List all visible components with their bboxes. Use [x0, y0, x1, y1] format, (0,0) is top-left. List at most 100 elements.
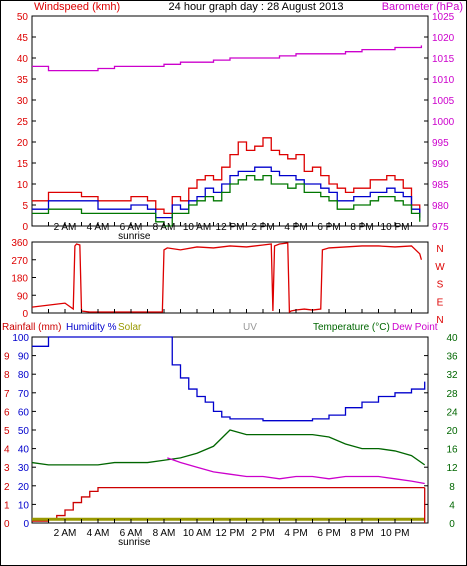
time-label: 12 PM	[216, 222, 245, 233]
wind-tick-label: 15	[17, 159, 29, 170]
time-label: 8 AM	[153, 222, 176, 233]
legend-5: Dew Point	[392, 322, 438, 333]
time-label: 4 PM	[284, 222, 307, 233]
wind-panel-border	[31, 15, 429, 227]
wind-tick-label: 5	[22, 201, 28, 212]
rain-tick-label: 3	[4, 463, 10, 474]
time-label: 2 AM	[54, 222, 77, 233]
temp-tick-label: 4	[449, 500, 455, 511]
humidity-tick-label: 60	[18, 407, 30, 418]
humidity-tick-label: 40	[18, 445, 30, 456]
time-label: 8 PM	[350, 528, 373, 539]
humidity-tick-label: 70	[18, 389, 30, 400]
wind-tick-label: 45	[17, 33, 29, 44]
avg_wind-series	[32, 166, 421, 219]
compass-label: S	[437, 280, 444, 291]
time-label: 6 AM	[120, 528, 143, 539]
wind-tick-label: 25	[17, 117, 29, 128]
direction-tick-label: 360	[11, 238, 28, 249]
temp-tick-label: 28	[446, 389, 458, 400]
wind-tick-label: 0	[22, 222, 28, 233]
barometer-tick-label: 1000	[432, 117, 455, 128]
direction-tick-label: 0	[22, 309, 28, 320]
legend-4: Temperature (°C)	[313, 322, 390, 333]
barometer-tick-label: 975	[432, 222, 449, 233]
sunrise-label: sunrise	[118, 537, 151, 548]
time-label: 6 PM	[317, 222, 340, 233]
barometer-tick-label: 1010	[432, 75, 455, 86]
rain-tick-label: 7	[4, 389, 10, 400]
barometer-tick-label: 1015	[432, 54, 455, 65]
gust-series	[32, 174, 421, 227]
time-label: 4 PM	[284, 528, 307, 539]
time-label: 8 AM	[153, 528, 176, 539]
rain-tick-label: 2	[4, 482, 10, 493]
legend-0: Rainfall (mm)	[2, 322, 61, 333]
time-label: 6 AM	[120, 222, 143, 233]
humidity-tick-label: 30	[18, 463, 30, 474]
time-label: 2 PM	[251, 222, 274, 233]
rainfall-series	[32, 487, 425, 522]
time-label: 10 AM	[183, 528, 211, 539]
legend-1: Humidity %	[66, 322, 117, 333]
wind-tick-label: 20	[17, 138, 29, 149]
sunrise-label: sunrise	[118, 231, 151, 242]
legend-2: Solar	[118, 322, 142, 333]
humidity-series	[32, 336, 426, 422]
rain-tick-label: 0	[4, 519, 10, 530]
time-label: 4 AM	[87, 528, 110, 539]
temp-tick-label: 20	[446, 426, 458, 437]
humidity-tick-label: 80	[18, 370, 30, 381]
direction-series	[31, 242, 423, 314]
rain-tick-label: 1	[4, 500, 10, 511]
humidity-tick-label: 20	[18, 482, 30, 493]
humidity-tick-label: 0	[23, 519, 29, 530]
compass-label: E	[437, 297, 444, 308]
wind-tick-label: 30	[17, 96, 29, 107]
barometer-tick-label: 985	[432, 180, 449, 191]
temp-tick-label: 40	[446, 333, 458, 344]
temp-tick-label: 12	[446, 463, 458, 474]
humidity-tick-label: 50	[18, 426, 30, 437]
time-label: 4 AM	[87, 222, 110, 233]
temp-tick-label: 0	[449, 519, 455, 530]
barometer-tick-label: 990	[432, 159, 449, 170]
temp-tick-label: 24	[446, 407, 458, 418]
wind-tick-label: 10	[17, 180, 29, 191]
rain-tick-label: 5	[4, 426, 10, 437]
direction-tick-label: 90	[17, 291, 29, 302]
barometer-series	[32, 45, 423, 72]
barometer-tick-label: 995	[432, 138, 449, 149]
wind-axis-label: Windspeed (kmh)	[34, 1, 120, 13]
temp-tick-label: 32	[446, 370, 458, 381]
direction-panel-border	[31, 241, 429, 314]
rain-tick-label: 9	[4, 352, 10, 363]
legend-3: UV	[243, 322, 257, 333]
wind-tick-label: 40	[17, 54, 29, 65]
humidity-tick-label: 90	[18, 352, 30, 363]
compass-label: N	[436, 244, 443, 255]
chart-title: 24 hour graph day : 28 August 2013	[169, 1, 344, 13]
barometer-axis-label: Barometer (hPa)	[382, 1, 463, 13]
rain-tick-label: 4	[4, 445, 10, 456]
time-label: 10 PM	[381, 222, 410, 233]
compass-label: W	[435, 262, 445, 273]
time-label: 2 PM	[251, 528, 274, 539]
time-label: 12 PM	[216, 528, 245, 539]
time-label: 2 AM	[54, 528, 77, 539]
temp-tick-label: 36	[446, 352, 458, 363]
barometer-tick-label: 980	[432, 201, 449, 212]
time-label: 6 PM	[317, 528, 340, 539]
barometer-tick-label: 1025	[432, 12, 455, 23]
wind-tick-label: 50	[17, 12, 29, 23]
rain-tick-label: 6	[4, 407, 10, 418]
direction-tick-label: 180	[11, 274, 28, 285]
wind-series	[32, 137, 421, 215]
dewpoint-series	[167, 457, 425, 485]
temp-tick-label: 8	[449, 482, 455, 493]
humidity-tick-label: 10	[18, 500, 30, 511]
temperature-series	[31, 429, 426, 466]
wind-tick-label: 35	[17, 75, 29, 86]
compass-label: N	[436, 315, 443, 326]
